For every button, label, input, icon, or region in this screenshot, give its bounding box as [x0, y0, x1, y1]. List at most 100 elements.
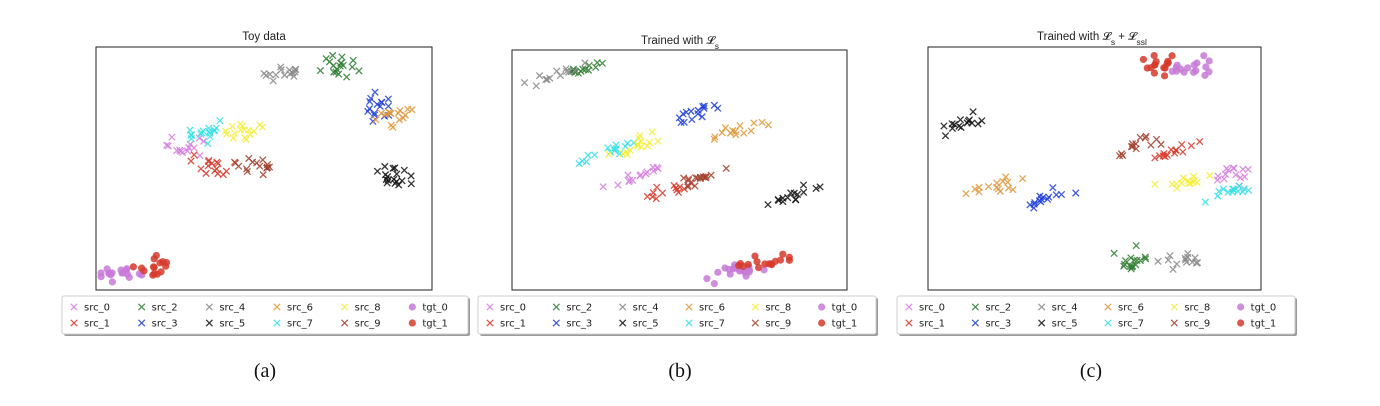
- point-src_5: [964, 117, 973, 125]
- legend-label-src_3: src_3: [152, 319, 178, 330]
- point-src_5: [407, 172, 415, 180]
- point-src_5: [957, 123, 965, 132]
- point-src_4: [269, 77, 277, 85]
- point-src_7: [1219, 185, 1228, 193]
- point-tgt_1: [150, 264, 158, 272]
- legend-label-src_1: src_1: [84, 319, 110, 330]
- point-tgt_0: [1205, 57, 1213, 65]
- point-src_2: [342, 73, 351, 81]
- point-src_0: [1239, 165, 1247, 174]
- plot-frame-c: [927, 46, 1262, 291]
- point-src_5: [793, 190, 802, 199]
- point-src_6: [764, 121, 773, 129]
- chart-title-c-sub1: s: [1111, 37, 1115, 47]
- legend-marker-src_3: [971, 319, 979, 327]
- legend-marker-src_7: [1104, 319, 1112, 327]
- legend-label-src_6: src_6: [287, 303, 313, 314]
- point-src_9: [707, 171, 715, 179]
- point-src_6: [401, 111, 409, 119]
- point-src_0: [614, 181, 622, 189]
- point-src_3: [1072, 189, 1080, 197]
- point-src_0: [186, 140, 195, 148]
- legend-label-src_1: src_1: [500, 319, 526, 330]
- legend-label-src_2: src_2: [152, 303, 178, 314]
- legend-label-src_9: src_9: [1184, 319, 1210, 330]
- point-src_4: [1154, 257, 1162, 265]
- point-src_7: [623, 139, 632, 148]
- point-src_2: [1127, 265, 1135, 273]
- point-tgt_0: [710, 280, 718, 288]
- point-src_1: [648, 193, 657, 201]
- point-tgt_1: [1150, 51, 1158, 60]
- point-src_7: [187, 134, 195, 143]
- point-tgt_1: [767, 260, 775, 268]
- point-tgt_1: [150, 255, 158, 263]
- point-src_5: [400, 166, 408, 174]
- point-src_2: [316, 66, 325, 75]
- point-src_5: [391, 164, 399, 172]
- point-src_0: [162, 141, 171, 149]
- point-src_7: [206, 132, 214, 141]
- point-src_3: [371, 88, 379, 96]
- point-src_5: [774, 195, 782, 204]
- point-src_8: [1177, 179, 1186, 187]
- point-src_3: [365, 105, 374, 113]
- point-src_2: [329, 51, 337, 60]
- point-src_5: [799, 181, 808, 189]
- legend-label-tgt_1: tgt_1: [422, 319, 448, 330]
- point-src_7: [584, 151, 592, 159]
- point-src_7: [612, 144, 621, 153]
- point-src_9: [1147, 141, 1155, 149]
- legend-label-src_5: src_5: [1052, 319, 1078, 330]
- point-tgt_0: [117, 266, 125, 274]
- legend-label-src_5: src_5: [633, 319, 659, 330]
- point-src_5: [799, 188, 808, 196]
- point-src_2: [1132, 241, 1140, 250]
- legend-marker-src_1: [486, 319, 494, 327]
- chart-title-b-sub: s: [715, 41, 719, 51]
- point-src_6: [962, 189, 970, 198]
- legend-box: [61, 295, 469, 335]
- legend-label-src_8: src_8: [1184, 303, 1210, 314]
- chart-title-b-main: Trained with 𝓛: [641, 34, 716, 47]
- point-tgt_1: [138, 264, 146, 272]
- point-src_8: [1184, 177, 1192, 185]
- point-src_5: [373, 167, 382, 175]
- point-src_7: [1235, 182, 1243, 190]
- point-src_6: [1002, 173, 1010, 181]
- point-src_1: [190, 151, 198, 159]
- point-src_3: [687, 107, 695, 115]
- chart-title-a: Toy data: [242, 31, 286, 43]
- point-src_9: [256, 162, 264, 170]
- point-src_3: [1030, 200, 1038, 208]
- point-tgt_0: [1172, 67, 1181, 75]
- legend-marker-src_5: [1038, 319, 1046, 327]
- point-src_5: [948, 124, 957, 133]
- point-tgt_1: [785, 253, 793, 261]
- legend-label-src_3: src_3: [566, 319, 592, 330]
- point-src_2: [1130, 256, 1138, 264]
- scatter-points-c: [940, 51, 1253, 273]
- point-src_2: [569, 66, 578, 75]
- legend-label-src_8: src_8: [765, 303, 791, 314]
- point-src_5: [950, 120, 959, 129]
- point-src_3: [384, 95, 393, 103]
- point-src_6: [750, 119, 758, 127]
- legend-a: src_0 src_1 src_2 src_3 src_4 src_5 src_6 src_7…: [61, 295, 470, 336]
- legend-marker-tgt_0: [1237, 303, 1245, 311]
- point-src_9: [265, 163, 274, 171]
- point-src_4: [532, 82, 540, 90]
- point-tgt_0: [714, 268, 722, 276]
- point-src_4: [581, 59, 589, 67]
- point-src_0: [196, 151, 204, 160]
- scatter-points-b: [520, 58, 824, 288]
- point-src_1: [1179, 148, 1187, 156]
- point-src_6: [711, 133, 719, 141]
- point-src_3: [675, 114, 684, 122]
- point-src_7: [1201, 198, 1209, 206]
- point-src_1: [1178, 140, 1186, 149]
- point-src_6: [740, 129, 748, 137]
- point-src_5: [941, 132, 950, 140]
- point-src_5: [384, 176, 392, 184]
